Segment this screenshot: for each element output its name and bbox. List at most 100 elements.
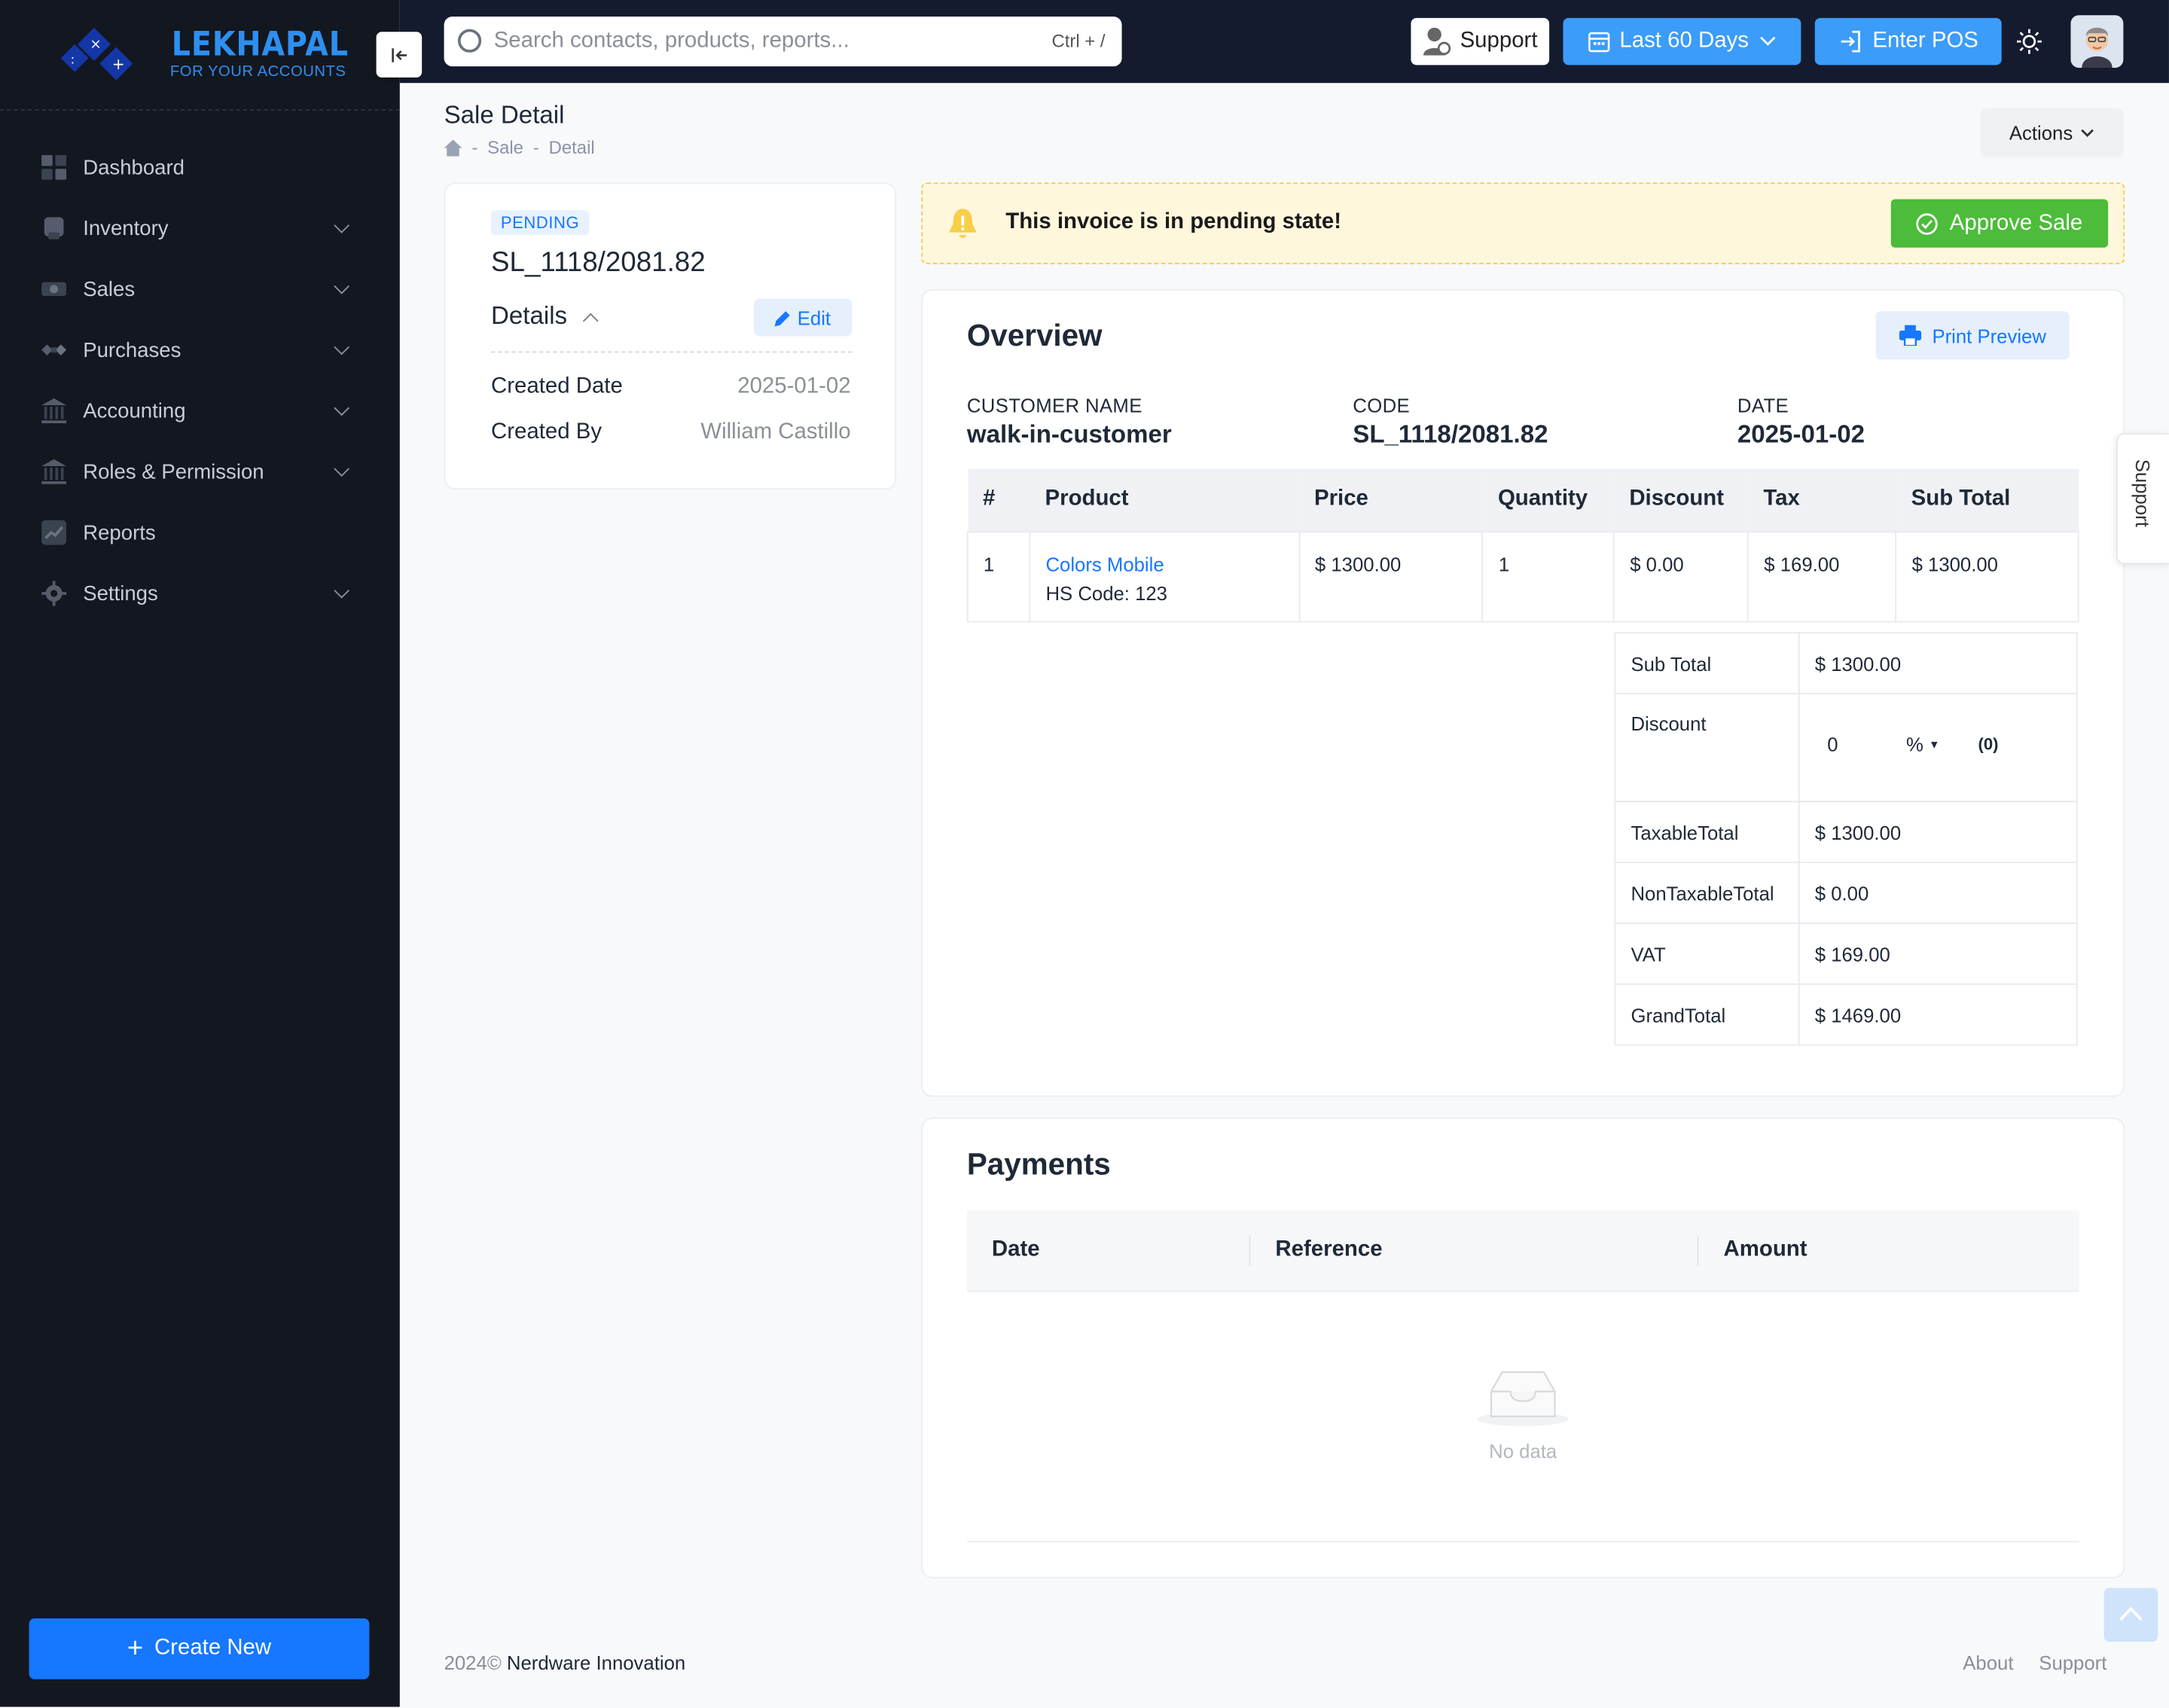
search-icon	[457, 29, 482, 53]
footer-copyright: 2024© Nerdware Innovation	[444, 1652, 686, 1673]
chevron-down-icon	[334, 400, 350, 416]
column-header-amount[interactable]: Amount	[1723, 1237, 1808, 1262]
search-input[interactable]	[493, 25, 1020, 59]
collapse-sidebar-button[interactable]	[376, 32, 423, 78]
logo-icon: × + :	[60, 27, 133, 81]
actions-label: Actions	[2009, 121, 2073, 145]
discount-type-select[interactable]: % ▼	[1906, 733, 1940, 755]
breadcrumb-sale[interactable]: Sale	[487, 136, 523, 158]
discount-controls: 0 % ▼ (0)	[1798, 693, 2078, 803]
alert-message: This invoice is in pending state!	[1005, 210, 1342, 234]
breadcrumb-separator: -	[532, 136, 539, 158]
bank-icon	[41, 459, 67, 484]
created-by-value: William Castillo	[700, 420, 851, 444]
sidebar-item-dashboard[interactable]: Dashboard	[0, 137, 400, 198]
approve-sale-button[interactable]: Approve Sale	[1890, 199, 2109, 248]
totals-row: Sub Total $ 1300.00	[1614, 632, 2078, 695]
code-label: CODE	[1353, 394, 1411, 416]
svg-text:×: ×	[90, 36, 101, 52]
footer-support-link[interactable]: Support	[2039, 1652, 2107, 1674]
login-icon	[1841, 30, 1860, 53]
sidebar-item-purchases[interactable]: Purchases	[0, 319, 400, 380]
discount-label: Discount	[1614, 693, 1800, 803]
create-new-button[interactable]: + Create New	[29, 1618, 370, 1679]
sidebar-item-accounting[interactable]: Accounting	[0, 380, 400, 441]
search-bar[interactable]: Ctrl + /	[444, 17, 1122, 67]
bell-icon	[948, 209, 977, 238]
back-to-top-button[interactable]	[2103, 1588, 2158, 1642]
overview-title: Overview	[966, 318, 1103, 353]
enter-pos-label: Enter POS	[1872, 29, 1978, 53]
sales-icon	[41, 282, 67, 297]
footer-about-link[interactable]: About	[1963, 1652, 2014, 1674]
totals-row: Discount 0 % ▼ (0)	[1614, 693, 2078, 803]
empty-inbox-icon	[1477, 1371, 1569, 1426]
reports-icon	[41, 520, 67, 545]
sub-total-value: $ 1300.00	[1798, 632, 2078, 695]
home-icon[interactable]	[444, 139, 462, 156]
sidebar-item-roles-permission[interactable]: Roles & Permission	[0, 441, 400, 502]
sidebar: × + : LEKHAPAL FOR YOUR ACCOUNTS Dashboa…	[0, 0, 400, 1707]
totals-row: GrandTotal $ 1469.00	[1614, 983, 2078, 1046]
arrow-up-icon	[2119, 1606, 2143, 1621]
grand-total-label: GrandTotal	[1614, 983, 1800, 1046]
details-toggle[interactable]: Details	[491, 301, 568, 330]
discount-type-value: %	[1905, 733, 1923, 755]
footer-company-link[interactable]: Nerdware Innovation	[506, 1652, 686, 1674]
payments-card: Payments Date Reference Amount No data	[921, 1118, 2125, 1578]
print-preview-button[interactable]: Print Preview	[1875, 311, 2070, 360]
collapse-icon	[391, 47, 407, 62]
purchases-icon	[41, 344, 67, 356]
customer-name-label: CUSTOMER NAME	[966, 394, 1142, 416]
created-by-label: Created By	[491, 420, 602, 444]
column-separator	[1697, 1235, 1699, 1266]
sidebar-item-label: Settings	[83, 581, 158, 605]
pencil-icon	[775, 310, 791, 326]
sidebar-item-inventory[interactable]: Inventory	[0, 198, 400, 259]
sidebar-item-label: Sales	[83, 277, 136, 301]
invoice-code: SL_1118/2081.82	[491, 247, 706, 279]
totals-table: Sub Total $ 1300.00 Discount 0 % ▼ (0) T…	[1614, 632, 2078, 1046]
theme-toggle-sun-icon[interactable]	[2016, 29, 2042, 54]
chevron-up-icon[interactable]	[582, 313, 599, 329]
totals-row: NonTaxableTotal $ 0.00	[1614, 862, 2078, 924]
column-header-date[interactable]: Date	[991, 1237, 1040, 1262]
page-title: Sale Detail	[444, 101, 565, 129]
bank-icon	[41, 398, 67, 424]
sidebar-item-sales[interactable]: Sales	[0, 258, 400, 319]
date-range-dropdown[interactable]: Last 60 Days	[1563, 17, 1801, 66]
column-header: Product	[1030, 468, 1299, 532]
product-table: # Product Price Quantity Discount Tax Su…	[966, 468, 2079, 622]
product-link[interactable]: Colors Mobile	[1045, 552, 1164, 575]
row-number: 1	[966, 530, 1031, 622]
edit-label: Edit	[797, 306, 831, 329]
column-header: Discount	[1614, 468, 1749, 532]
brand-name: LEKHAPAL	[171, 25, 349, 64]
printer-icon	[1899, 325, 1921, 346]
payments-title: Payments	[966, 1146, 1111, 1182]
user-avatar[interactable]	[2070, 15, 2124, 68]
sidebar-item-settings[interactable]: Settings	[0, 563, 400, 624]
chevron-down-icon	[334, 339, 350, 355]
edit-button[interactable]: Edit	[754, 298, 853, 337]
chevron-down-icon	[334, 461, 350, 477]
pending-alert: This invoice is in pending state! Approv…	[921, 182, 2125, 264]
grand-total-value: $ 1469.00	[1798, 983, 2078, 1046]
enter-pos-button[interactable]: Enter POS	[1814, 17, 2002, 66]
created-date-label: Created Date	[491, 374, 623, 398]
nontaxable-total-value: $ 0.00	[1798, 862, 2078, 924]
sidebar-item-label: Reports	[83, 520, 156, 544]
overview-card: Overview Print Preview CUSTOMER NAME wal…	[921, 288, 2125, 1097]
actions-dropdown[interactable]: Actions	[1981, 108, 2124, 158]
sub-total-label: Sub Total	[1614, 632, 1800, 695]
support-side-tab[interactable]: Support	[2116, 432, 2169, 565]
column-header-reference[interactable]: Reference	[1275, 1237, 1383, 1262]
taxable-total-label: TaxableTotal	[1614, 801, 1800, 864]
logo[interactable]: × + : LEKHAPAL FOR YOUR ACCOUNTS	[0, 0, 400, 111]
sidebar-item-reports[interactable]: Reports	[0, 502, 400, 563]
check-circle-icon	[1917, 212, 1939, 234]
sidebar-item-label: Roles & Permission	[83, 459, 264, 483]
discount-input[interactable]: 0	[1827, 733, 1838, 755]
support-button[interactable]: Support	[1411, 17, 1550, 66]
inventory-icon	[44, 217, 64, 239]
